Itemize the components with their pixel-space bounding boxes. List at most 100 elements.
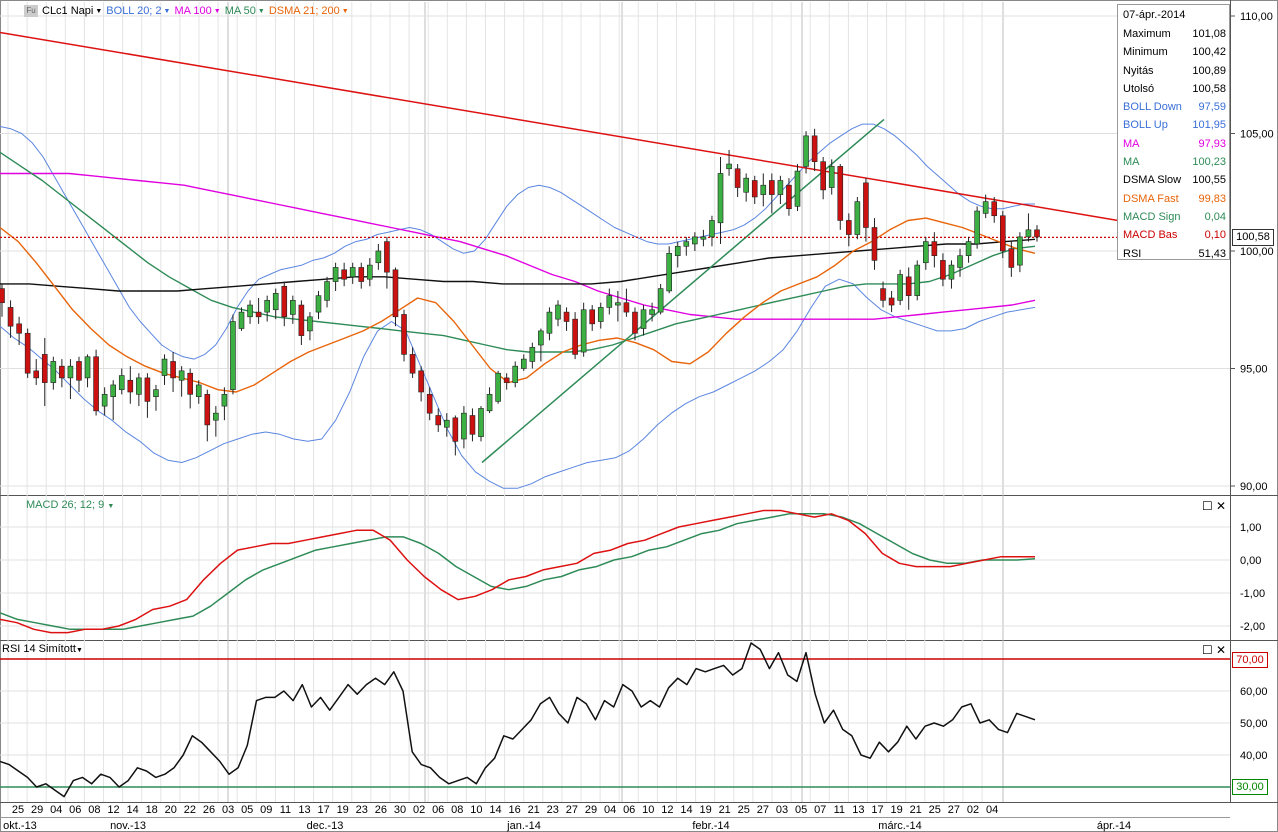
candle-body xyxy=(871,227,878,261)
info-row-label: MA xyxy=(1123,156,1140,169)
candle-body xyxy=(478,408,484,437)
x-day-label: 14 xyxy=(489,804,501,816)
candle-body xyxy=(101,394,108,407)
info-row: MACD Bas 0,10 xyxy=(1118,226,1229,244)
indicator-boll[interactable]: BOLL 20; 2 ▼ xyxy=(106,5,170,17)
info-row: Utolsó 100,58 xyxy=(1118,80,1229,98)
x-day-label: 20 xyxy=(165,804,177,816)
indicator-label: MA 50 xyxy=(224,5,256,17)
candle-body xyxy=(837,166,844,221)
candle-body xyxy=(255,311,262,318)
x-month-label: okt.-13 xyxy=(3,820,37,832)
x-day-label: 05 xyxy=(241,804,253,816)
symbol-selector[interactable]: CLc1 Napi ▼ xyxy=(42,5,102,17)
x-day-label: 07 xyxy=(814,804,826,816)
x-day-label: 26 xyxy=(203,804,215,816)
x-day-label: 04 xyxy=(50,804,62,816)
candle-body xyxy=(674,246,681,257)
x-day-label: 03 xyxy=(776,804,788,816)
candle-body xyxy=(187,372,193,395)
info-row: MA 97,93 xyxy=(1118,135,1229,153)
candle-body xyxy=(897,274,903,301)
restore-icon[interactable]: ☐ xyxy=(1202,499,1213,513)
info-row-label: BOLL Down xyxy=(1123,101,1182,114)
x-day-label: 27 xyxy=(566,804,578,816)
x-day-label: 23 xyxy=(356,804,368,816)
y-tick-label: 105,00 xyxy=(1240,129,1274,141)
candle-body xyxy=(136,377,142,395)
candle-body xyxy=(281,285,288,318)
indicator-ma50[interactable]: MA 50 ▼ xyxy=(225,5,265,17)
x-day-label: 21 xyxy=(528,804,540,816)
chevron-down-icon: ▼ xyxy=(75,647,83,654)
info-row-label: Maximum xyxy=(1123,28,1171,40)
indicator-dsma[interactable]: DSMA 21; 200 ▼ xyxy=(269,5,349,17)
candle-body xyxy=(572,318,578,355)
x-day-label: 27 xyxy=(757,804,769,816)
info-row: DSMA Fast 99,83 xyxy=(1118,190,1229,208)
candle-body xyxy=(33,370,40,379)
restore-icon[interactable]: ☐ xyxy=(1202,643,1213,657)
macd-pane-selector[interactable]: MACD 26; 12; 9 ▼ xyxy=(26,499,114,511)
candle-body xyxy=(324,281,330,301)
candle-body xyxy=(692,236,698,245)
info-row-label: Utolsó xyxy=(1123,82,1155,95)
x-day-label: 02 xyxy=(413,804,425,816)
x-day-label: 04 xyxy=(986,804,998,816)
candle-body xyxy=(349,267,356,278)
candle-body xyxy=(247,304,253,318)
candle-body xyxy=(820,161,826,191)
candle-body xyxy=(546,311,553,334)
chevron-down-icon: ▼ xyxy=(95,7,103,15)
x-day-label: 19 xyxy=(890,804,902,816)
info-row: MA 100,23 xyxy=(1118,153,1229,171)
candle-body xyxy=(1008,248,1015,268)
candle-body xyxy=(238,311,245,329)
x-day-label: 18 xyxy=(146,804,158,816)
x-day-label: 08 xyxy=(88,804,100,816)
info-row-value: 0,04 xyxy=(1204,210,1226,223)
candle-body xyxy=(991,201,998,217)
candle-body xyxy=(854,201,861,235)
candle-body xyxy=(409,354,416,374)
candle-body xyxy=(375,250,382,264)
chevron-down-icon: ▼ xyxy=(341,7,349,15)
candle-body xyxy=(401,314,407,355)
x-month-label: ápr.-14 xyxy=(1097,820,1131,832)
candle-body xyxy=(931,241,938,257)
candle-body xyxy=(153,389,159,397)
info-row: BOLL Up 101,95 xyxy=(1118,116,1229,134)
indicator-label: MA 100 xyxy=(174,5,212,17)
candle-body xyxy=(358,267,365,282)
candle-body xyxy=(7,307,14,327)
candle-body xyxy=(957,255,963,268)
info-row-label: MA xyxy=(1123,137,1140,150)
info-row-value: 97,59 xyxy=(1198,101,1226,114)
indicator-ma100[interactable]: MA 100 ▼ xyxy=(174,5,220,17)
candle-body xyxy=(828,166,835,188)
candle-body xyxy=(1017,236,1023,266)
info-panel: 07-ápr.-2014 Maximum 101,08 Minimum 100,42 N… xyxy=(1117,4,1230,260)
candle-body xyxy=(204,394,211,426)
candle-body xyxy=(769,180,775,195)
rsi-lower-level-label: 30,00 xyxy=(1232,779,1268,795)
candle-body xyxy=(709,220,715,238)
info-row: Minimum 100,42 xyxy=(1118,43,1229,61)
x-day-label: 16 xyxy=(508,804,520,816)
candle-body xyxy=(341,269,347,280)
candle-body xyxy=(435,415,442,426)
rsi-pane xyxy=(0,642,1230,798)
y-tick-label: 90,00 xyxy=(1240,481,1268,493)
close-icon[interactable]: ✕ xyxy=(1216,643,1227,657)
candle-body xyxy=(751,180,758,198)
price-pane xyxy=(0,31,1230,489)
close-icon[interactable]: ✕ xyxy=(1216,499,1227,513)
candle-body xyxy=(700,236,707,240)
info-row-value: 100,89 xyxy=(1192,64,1226,77)
candle-body xyxy=(67,365,74,379)
info-row-label: Nyitás xyxy=(1123,64,1154,77)
rsi-pane-selector[interactable]: RSI 14 Simított▼ xyxy=(2,643,83,655)
x-month-label: márc.-14 xyxy=(878,820,921,832)
x-day-label: 21 xyxy=(910,804,922,816)
